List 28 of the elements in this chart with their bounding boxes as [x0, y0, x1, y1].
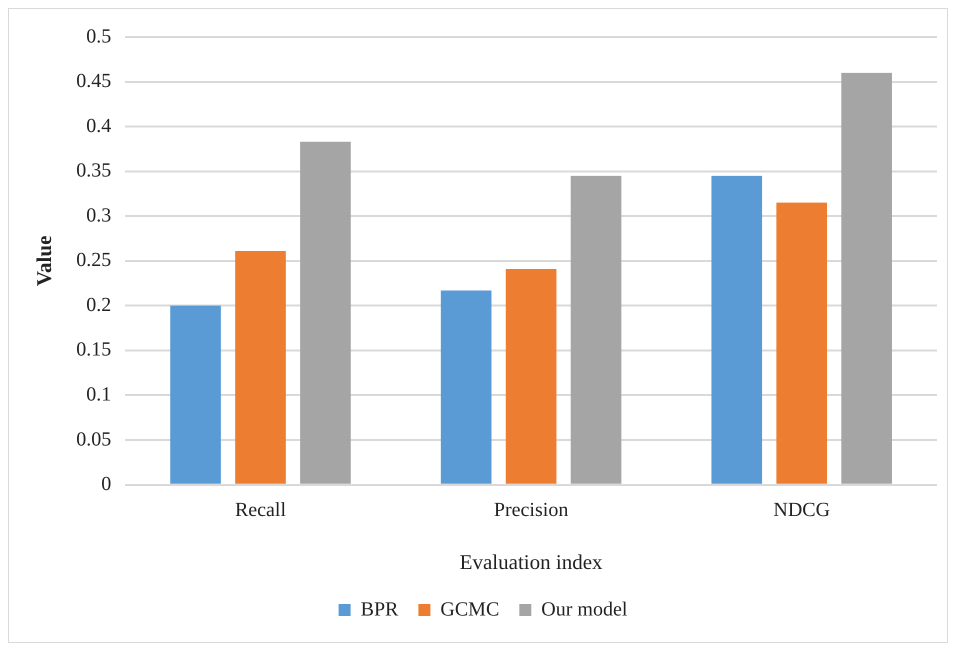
- y-tick-label: 0.4: [86, 114, 112, 137]
- x-tick-label: NDCG: [773, 499, 830, 522]
- y-tick-label: 0.05: [76, 428, 112, 450]
- y-tick-label: 0.5: [86, 25, 112, 48]
- y-tick-label: 0.2: [86, 294, 112, 316]
- y-tick-label: 0.25: [76, 249, 112, 272]
- bar: [235, 251, 286, 484]
- x-tick-label: Recall: [234, 499, 286, 522]
- legend-label: GCMC: [440, 598, 500, 620]
- bar: [711, 176, 762, 484]
- legend-label: Our model: [541, 598, 628, 620]
- x-axis-title: Evaluation index: [460, 550, 604, 574]
- y-tick-label: 0: [101, 473, 112, 496]
- y-axis-title: Value: [32, 236, 56, 286]
- bar: [300, 142, 351, 484]
- bar: [440, 290, 492, 484]
- y-tick-label: 0.3: [86, 204, 112, 226]
- bar: [841, 72, 892, 484]
- y-tick-label: 0.15: [76, 338, 112, 361]
- y-tick-label: 0.1: [86, 383, 112, 406]
- legend-label: BPR: [360, 598, 400, 620]
- bar: [170, 306, 221, 484]
- bar: [506, 268, 556, 484]
- y-tick-label: 0.35: [76, 160, 112, 182]
- bar: [570, 176, 622, 484]
- y-tick-label: 0.45: [76, 70, 112, 92]
- x-tick-label: Precision: [494, 499, 568, 522]
- bar: [776, 202, 828, 484]
